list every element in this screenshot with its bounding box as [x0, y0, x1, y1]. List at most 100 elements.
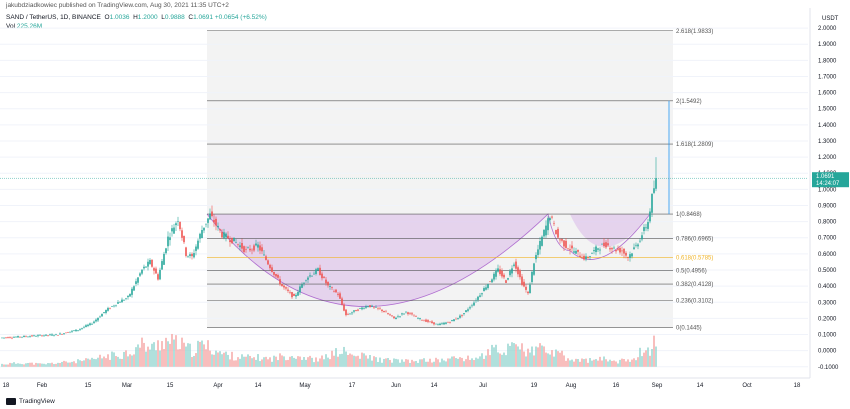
x-tick-label: 16: [613, 383, 620, 389]
candle-body: [191, 253, 193, 257]
candle-body: [93, 321, 95, 323]
volume-bar: [299, 356, 301, 367]
volume-bar: [263, 357, 265, 367]
volume-bar: [465, 359, 467, 367]
volume-bar: [113, 352, 115, 367]
candle-body: [547, 218, 549, 231]
volume-bar: [295, 358, 297, 367]
volume-bar: [651, 349, 653, 367]
volume-bar: [305, 359, 307, 367]
volume-bar: [411, 359, 413, 367]
volume-bar: [641, 356, 643, 367]
candle-body: [619, 247, 621, 253]
candle-body: [653, 188, 655, 193]
candle-body: [255, 243, 257, 246]
volume-bar: [447, 358, 449, 367]
candle-body: [487, 284, 489, 289]
candle-body: [217, 225, 219, 228]
volume-bar: [211, 354, 213, 367]
volume-bar: [597, 360, 599, 367]
volume-bar: [87, 358, 89, 367]
volume-bar: [171, 333, 173, 367]
candle-body: [645, 227, 647, 229]
candle-body: [139, 273, 141, 276]
last-price-box: [812, 172, 849, 188]
y-tick-label: 1.0000: [818, 187, 837, 193]
candle-body: [215, 218, 217, 226]
candle-body: [569, 249, 571, 250]
candle-body: [455, 318, 457, 320]
volume-bar: [645, 350, 647, 367]
candle-body: [597, 248, 599, 250]
candle-body: [23, 335, 25, 338]
volume-bar: [179, 349, 181, 367]
candle-body: [385, 311, 387, 313]
candle-body: [617, 248, 619, 250]
volume-bar: [117, 356, 119, 367]
volume-bar: [573, 361, 575, 367]
candle-body: [531, 271, 533, 283]
x-tick-label: Oct: [742, 383, 752, 389]
candle-body: [437, 324, 439, 326]
volume-bar: [347, 355, 349, 367]
volume-bar: [105, 358, 107, 367]
volume-bar: [631, 359, 633, 367]
volume-bar: [485, 355, 487, 367]
volume-bar: [1, 363, 3, 367]
candle-body: [31, 335, 33, 337]
candle-body: [485, 287, 487, 290]
candle-body: [239, 245, 241, 248]
volume-bar: [233, 360, 235, 367]
candle-body: [429, 321, 431, 323]
volume-bar: [315, 357, 317, 367]
candle-body: [373, 306, 375, 308]
volume-bar: [391, 362, 393, 367]
volume-bar: [545, 352, 547, 367]
candle-body: [171, 228, 173, 232]
volume-bar: [489, 355, 491, 367]
volume-bar: [93, 358, 95, 367]
candle-body: [289, 292, 291, 293]
volume-bar: [529, 352, 531, 367]
tradingview-logo: TradingView: [6, 398, 55, 405]
candle-body: [641, 235, 643, 240]
volume-bar: [111, 351, 113, 367]
volume-bar: [303, 357, 305, 367]
volume-bar: [593, 359, 595, 367]
candle-body: [315, 269, 317, 274]
candle-body: [381, 309, 383, 311]
volume-bar: [151, 343, 153, 367]
volume-bar: [393, 358, 395, 367]
volume-bar: [127, 356, 129, 367]
volume-bar: [361, 352, 363, 367]
candle-body: [449, 322, 451, 323]
volume-value: 225.26M: [16, 23, 43, 30]
candle-body: [41, 335, 43, 337]
volume-bar: [507, 343, 509, 367]
last-price-label: 1.0691: [816, 174, 835, 180]
volume-bar: [5, 364, 7, 367]
candle-body: [609, 248, 611, 250]
y-tick-label: 0.0000: [818, 349, 837, 355]
x-tick-label: 18: [794, 383, 801, 389]
candle-body: [365, 306, 367, 308]
candle-body: [9, 337, 11, 338]
volume-bar: [275, 356, 277, 367]
volume-bar: [397, 359, 399, 367]
volume-bar: [441, 358, 443, 367]
candle-body: [417, 318, 419, 319]
volume-bar: [541, 345, 543, 367]
candle-body: [319, 267, 321, 276]
candle-body: [631, 253, 633, 257]
volume-bar: [187, 343, 189, 367]
volume-bar: [523, 351, 525, 367]
candle-body: [311, 275, 313, 277]
volume-bar: [577, 359, 579, 367]
candle-body: [61, 334, 63, 335]
volume-bar: [71, 361, 73, 367]
candle-body: [259, 245, 261, 251]
candle-body: [567, 248, 569, 250]
candle-body: [199, 233, 201, 239]
y-tick-label: -0.1000: [818, 365, 839, 371]
